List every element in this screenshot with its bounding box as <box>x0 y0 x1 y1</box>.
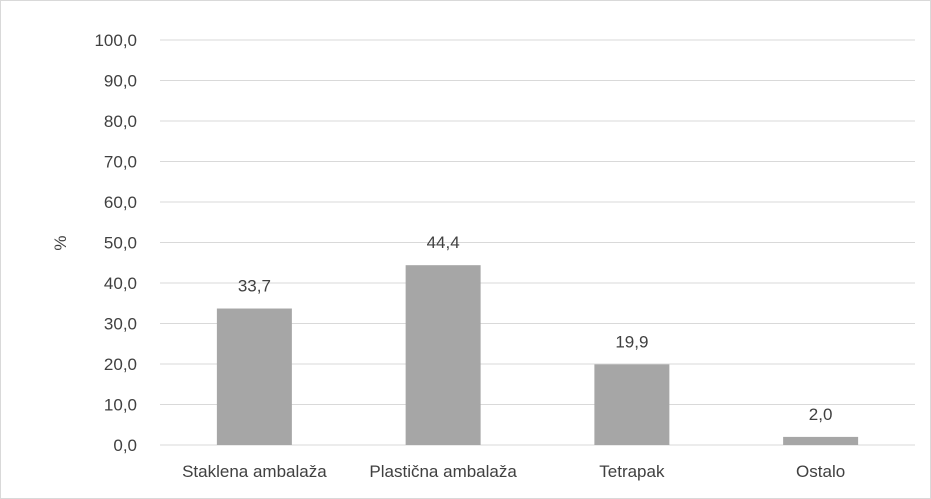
data-label: 33,7 <box>238 277 271 296</box>
data-label: 2,0 <box>809 405 833 424</box>
x-axis-categories: Staklena ambalaža Plastična ambalaža Tetra… <box>182 462 845 481</box>
bar <box>783 436 859 445</box>
x-category-label: Plastična ambalaža <box>369 462 517 481</box>
y-tick-label: 60,0 <box>104 193 137 212</box>
y-tick-label: 30,0 <box>104 315 137 334</box>
x-category-label: Ostalo <box>796 462 845 481</box>
bar <box>405 265 481 445</box>
y-tick-label: 80,0 <box>104 112 137 131</box>
y-tick-label: 20,0 <box>104 355 137 374</box>
data-label: 19,9 <box>615 332 648 351</box>
y-tick-label: 70,0 <box>104 153 137 172</box>
y-axis-ticks: 0,0 10,0 20,0 30,0 40,0 50,0 60,0 70,0 80,0 90,0 1… <box>94 31 137 455</box>
bar <box>594 364 670 445</box>
y-tick-label: 90,0 <box>104 72 137 91</box>
y-tick-label: 50,0 <box>104 234 137 253</box>
data-label: 44,4 <box>427 233 460 252</box>
y-axis-title: % <box>51 235 70 250</box>
y-tick-label: 0,0 <box>113 436 137 455</box>
data-labels: 33,7 44,4 19,9 2,0 <box>238 233 833 424</box>
x-category-label: Staklena ambalaža <box>182 462 327 481</box>
y-tick-label: 100,0 <box>94 31 137 50</box>
bar <box>216 308 292 445</box>
x-category-label: Tetrapak <box>599 462 665 481</box>
bars <box>216 265 859 445</box>
y-tick-label: 40,0 <box>104 274 137 293</box>
y-tick-label: 10,0 <box>104 396 137 415</box>
